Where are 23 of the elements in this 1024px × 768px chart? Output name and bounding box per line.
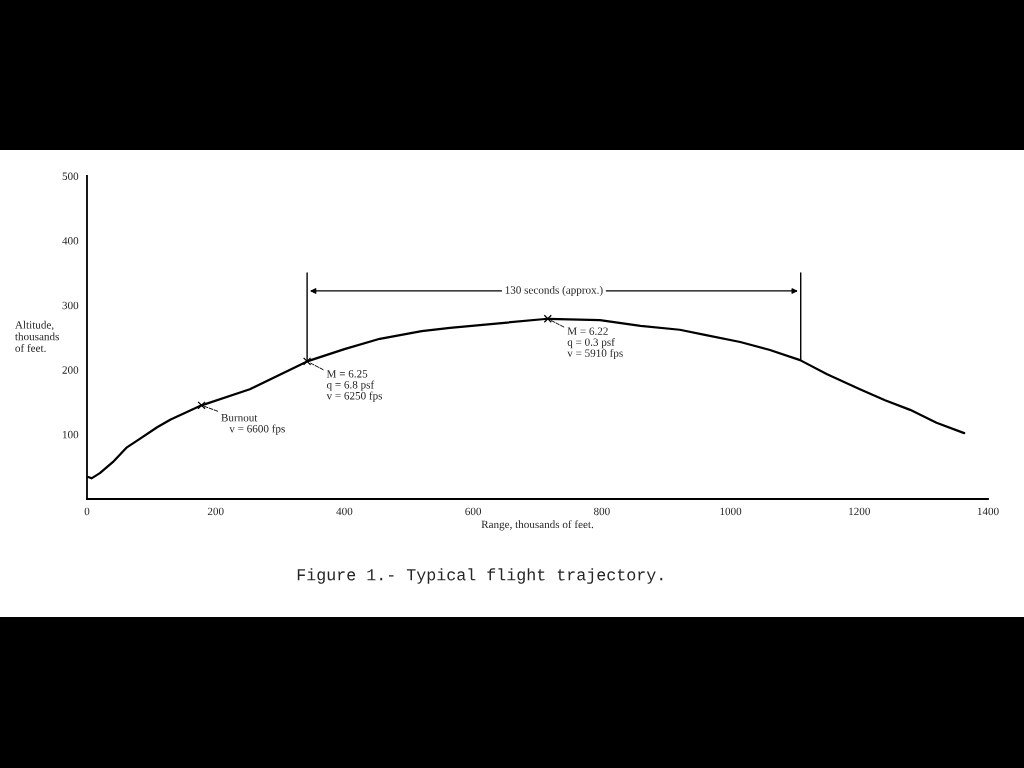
- y-axis-title: Altitude, thousands of feet.: [15, 320, 59, 352]
- annotation: 130 seconds (approx.): [505, 285, 603, 297]
- x-tick-label: 1200: [849, 507, 870, 516]
- x-axis-title: Range, thousands of feet.: [481, 520, 594, 531]
- x-tick-label: 1000: [720, 507, 742, 516]
- x-tick-label: 400: [336, 507, 353, 516]
- y-tick-label: 200: [62, 366, 79, 374]
- point: [197, 401, 206, 410]
- y-tick-label: 400: [62, 237, 79, 245]
- point: [543, 314, 552, 323]
- text: Figure 1.- Typical flight trajectory.: [297, 568, 663, 584]
- y-tick-label: 100: [62, 430, 79, 439]
- annotation: Burnout v = 6600 fps: [221, 414, 285, 435]
- x-tick-label: 600: [465, 507, 482, 516]
- point: [303, 357, 312, 366]
- x-tick-label: 200: [207, 507, 224, 516]
- x-tick-label: 800: [593, 507, 610, 516]
- x-tick-label: 0: [84, 507, 90, 516]
- annotation: M = 6.25 q = 6.8 psf v = 6250 fps: [326, 370, 383, 402]
- x-tick-label: 1400: [977, 507, 999, 516]
- annotation: M = 6.22 q = 0.3 psf v = 5910 fps: [567, 327, 623, 360]
- y-tick-label: 300: [62, 301, 79, 310]
- y-tick-label: 500: [62, 172, 79, 180]
